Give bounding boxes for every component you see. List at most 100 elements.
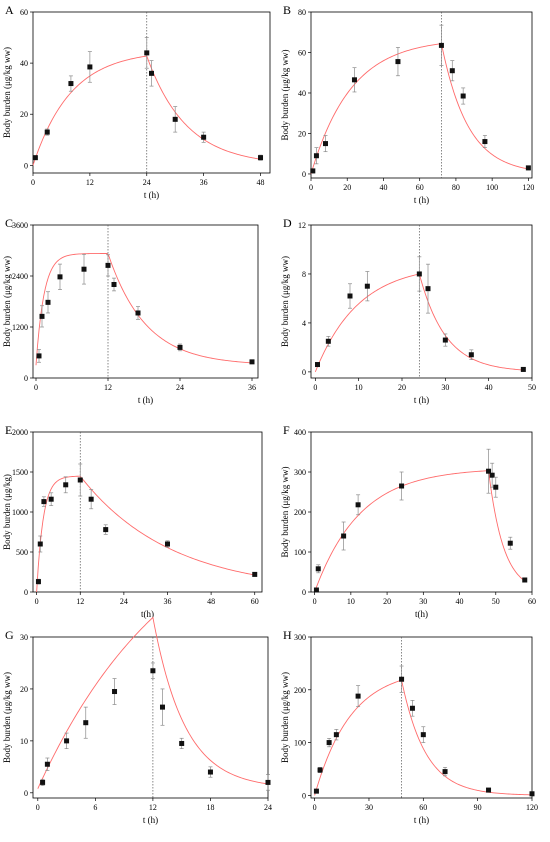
y-axis-title-C: Body burden (μg/kg ww) xyxy=(2,256,12,347)
data-point-B-5 xyxy=(438,42,444,48)
x-axis-title-A: t (h) xyxy=(144,190,159,200)
data-point-C-0 xyxy=(36,353,42,359)
x-axis-title-E: t(h) xyxy=(141,609,154,619)
data-point-H-2 xyxy=(326,740,332,746)
x-tick-label-D-1: 10 xyxy=(355,383,363,392)
panel-A: A 0 12 24 36 48 0 20 40 60 t (h) Body burden (μg/kg… xyxy=(2,3,271,200)
x-tick-label-E-2: 24 xyxy=(120,597,128,606)
data-point-F-5 xyxy=(486,468,492,474)
y-tick-label-E-0: 0 xyxy=(24,588,28,597)
data-point-H-6 xyxy=(409,705,415,711)
panel-H: H 0 30 60 90 120 0 100 200 300 t (h) Body burden (μ… xyxy=(280,628,538,825)
fit-curve-G xyxy=(37,616,269,789)
data-point-E-3 xyxy=(48,496,54,502)
data-point-D-1 xyxy=(325,338,331,344)
y-axis-title-H: Body burden (μg/kg ww) xyxy=(280,672,290,763)
y-tick-label-A-1: 20 xyxy=(20,110,28,119)
data-point-B-8 xyxy=(482,139,488,145)
data-point-A-3 xyxy=(87,64,93,70)
data-point-B-6 xyxy=(449,68,455,74)
fit-curve-B xyxy=(310,43,529,175)
y-tick-label-F-2: 200 xyxy=(294,508,306,517)
x-tick-label-A-1: 12 xyxy=(86,178,94,187)
fit-curve-H xyxy=(314,679,533,796)
plot-frame-D xyxy=(310,224,533,379)
panel-letter-F: F xyxy=(283,423,290,437)
y-tick-label-D-3: 12 xyxy=(298,221,306,230)
x-tick-label-A-2: 24 xyxy=(143,178,151,187)
data-point-B-9 xyxy=(525,165,531,171)
data-point-G-5 xyxy=(150,668,156,674)
data-point-F-9 xyxy=(522,577,528,583)
x-tick-label-G-2: 12 xyxy=(149,803,157,812)
data-point-C-1 xyxy=(39,313,45,319)
panel-letter-C: C xyxy=(5,216,13,230)
data-point-E-8 xyxy=(164,541,170,547)
y-tick-label-A-2: 40 xyxy=(20,59,28,68)
x-tick-label-B-2: 40 xyxy=(379,183,387,192)
data-point-H-5 xyxy=(399,676,405,682)
data-point-H-7 xyxy=(420,732,426,738)
y-axis-title-F: Body burden (μg/kg ww) xyxy=(280,466,290,557)
y-tick-label-F-0: 0 xyxy=(302,588,306,597)
y-tick-label-F-4: 400 xyxy=(294,428,306,437)
data-point-H-4 xyxy=(355,693,361,699)
panel-letter-D: D xyxy=(283,216,292,230)
data-point-F-8 xyxy=(507,540,513,546)
data-point-H-9 xyxy=(486,787,492,793)
data-point-G-3 xyxy=(83,720,89,726)
data-point-C-2 xyxy=(45,299,51,305)
data-point-H-8 xyxy=(442,769,448,775)
x-tick-label-E-4: 48 xyxy=(207,597,215,606)
x-tick-label-E-0: 0 xyxy=(35,597,39,606)
data-point-E-5 xyxy=(77,477,83,483)
x-tick-label-H-3: 90 xyxy=(474,803,482,812)
data-point-E-1 xyxy=(37,541,43,547)
data-point-F-3 xyxy=(355,502,361,508)
data-point-G-1 xyxy=(44,761,50,767)
x-tick-label-B-0: 0 xyxy=(309,183,313,192)
data-point-C-6 xyxy=(111,282,117,287)
y-tick-label-G-1: 10 xyxy=(20,737,28,746)
x-tick-label-B-4: 80 xyxy=(452,183,460,192)
x-tick-label-B-3: 60 xyxy=(416,183,424,192)
x-tick-label-H-1: 30 xyxy=(365,803,373,812)
x-axis-title-H: t (h) xyxy=(414,815,429,825)
x-tick-label-A-4: 48 xyxy=(257,178,265,187)
y-tick-label-B-0: 0 xyxy=(302,170,306,179)
plot-frame-B xyxy=(310,11,533,179)
y-tick-label-C-3: 3600 xyxy=(12,221,28,230)
data-point-A-5 xyxy=(149,70,154,76)
x-axis-title-G: t (h) xyxy=(143,815,158,825)
y-tick-label-B-1: 20 xyxy=(298,129,306,138)
plot-frame-E xyxy=(32,431,263,593)
fit-curve-E xyxy=(36,475,255,593)
y-tick-label-B-3: 60 xyxy=(298,48,306,57)
x-tick-label-F-5: 50 xyxy=(492,597,500,606)
x-axis-title-C: t (h) xyxy=(138,395,153,405)
data-point-G-8 xyxy=(207,769,213,775)
data-point-G-0 xyxy=(40,779,46,785)
x-tick-label-C-0: 0 xyxy=(34,383,38,392)
y-tick-label-A-0: 0 xyxy=(24,161,28,170)
plot-frame-G xyxy=(32,636,269,799)
y-axis-title-E: Body burden (μg/kg) xyxy=(2,474,12,550)
x-tick-label-F-0: 0 xyxy=(313,597,317,606)
y-tick-label-H-3: 300 xyxy=(294,633,306,642)
data-point-H-3 xyxy=(333,732,339,738)
data-point-D-0 xyxy=(315,362,320,368)
data-point-G-9 xyxy=(265,779,271,785)
data-point-E-2 xyxy=(41,499,47,505)
x-tick-label-D-4: 40 xyxy=(485,383,493,392)
x-tick-label-F-6: 60 xyxy=(528,597,536,606)
panel-F: F 0 10 20 30 40 50 60 0 100 200 300 400 t(h) Body burd… xyxy=(280,423,536,619)
data-point-A-2 xyxy=(68,81,74,87)
y-tick-label-C-0: 0 xyxy=(24,374,28,383)
x-tick-label-C-3: 36 xyxy=(248,383,256,392)
panel-C: C 0 12 24 36 0 1200 2400 3600 t (h) Body burden (μ… xyxy=(2,216,259,405)
plot-frame-A xyxy=(32,11,271,174)
x-tick-label-F-2: 20 xyxy=(383,597,391,606)
y-tick-label-H-0: 0 xyxy=(302,791,306,800)
data-point-A-0 xyxy=(32,155,38,161)
